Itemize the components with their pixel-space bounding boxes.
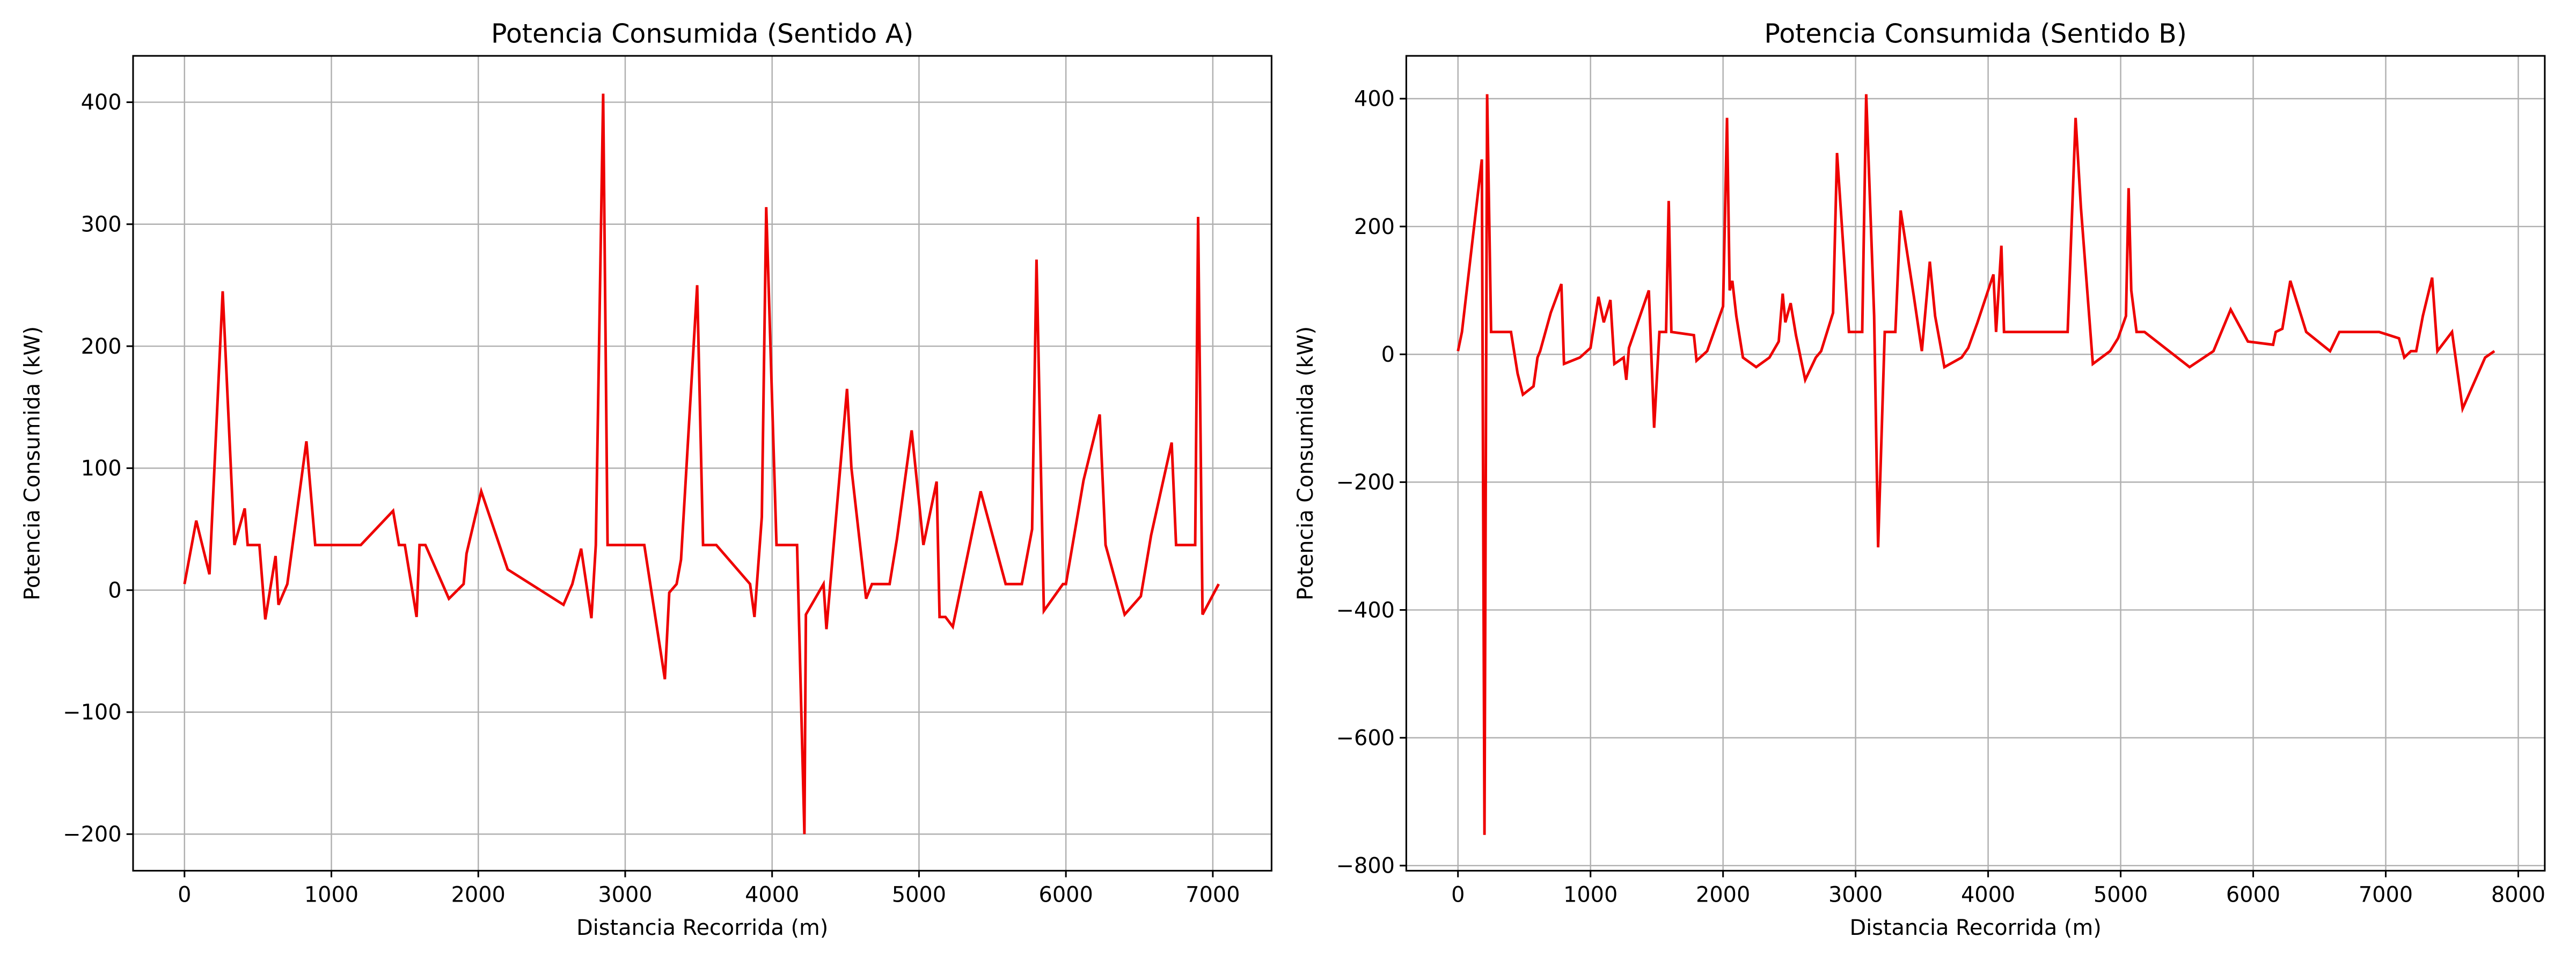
y-tick-label: 100	[81, 456, 122, 481]
y-tick-label: −100	[63, 700, 121, 725]
x-axis-label: Distancia Recorrida (m)	[576, 916, 828, 940]
y-tick-label: −200	[63, 822, 121, 847]
y-tick-label: 300	[81, 213, 122, 237]
y-tick-label: −800	[1336, 854, 1395, 879]
chart-title: Potencia Consumida (Sentido A)	[491, 19, 913, 49]
y-axis-label: Potencia Consumida (kW)	[20, 326, 45, 601]
data-line	[1457, 94, 2496, 835]
y-axis-label: Potencia Consumida (kW)	[1293, 326, 1318, 601]
x-tick-label: 2000	[1696, 883, 1750, 908]
x-tick-label: 7000	[2359, 883, 2413, 908]
y-tick-label: 400	[1354, 87, 1395, 112]
x-tick-label: 6000	[2226, 883, 2280, 908]
x-tick-label: 0	[1451, 883, 1465, 908]
x-tick-label: 6000	[1039, 883, 1093, 908]
x-tick-label: 4000	[745, 883, 799, 908]
x-axis-label: Distancia Recorrida (m)	[1850, 916, 2102, 940]
y-tick-label: 0	[108, 578, 121, 603]
x-tick-label: 5000	[892, 883, 946, 908]
x-tick-label: 1000	[1563, 883, 1618, 908]
y-tick-label: 400	[81, 90, 122, 115]
y-tick-label: 200	[1354, 215, 1395, 239]
y-tick-label: 0	[1381, 342, 1395, 367]
y-tick-label: −600	[1336, 726, 1395, 751]
x-tick-label: 5000	[2094, 883, 2148, 908]
data-line	[183, 93, 1220, 835]
x-tick-label: 8000	[2491, 883, 2545, 908]
x-tick-label: 1000	[304, 883, 358, 908]
y-tick-label: 200	[81, 334, 122, 359]
x-tick-label: 7000	[1185, 883, 1240, 908]
y-tick-label: −200	[1336, 470, 1395, 495]
x-tick-label: 0	[178, 883, 191, 908]
x-tick-label: 3000	[1828, 883, 1883, 908]
y-tick-label: −400	[1336, 598, 1395, 623]
x-tick-label: 3000	[598, 883, 652, 908]
chart-title: Potencia Consumida (Sentido B)	[1764, 19, 2186, 49]
x-tick-label: 2000	[451, 883, 506, 908]
axes-frame	[132, 55, 1272, 872]
x-tick-label: 4000	[1961, 883, 2015, 908]
axes-frame	[1405, 55, 2546, 872]
